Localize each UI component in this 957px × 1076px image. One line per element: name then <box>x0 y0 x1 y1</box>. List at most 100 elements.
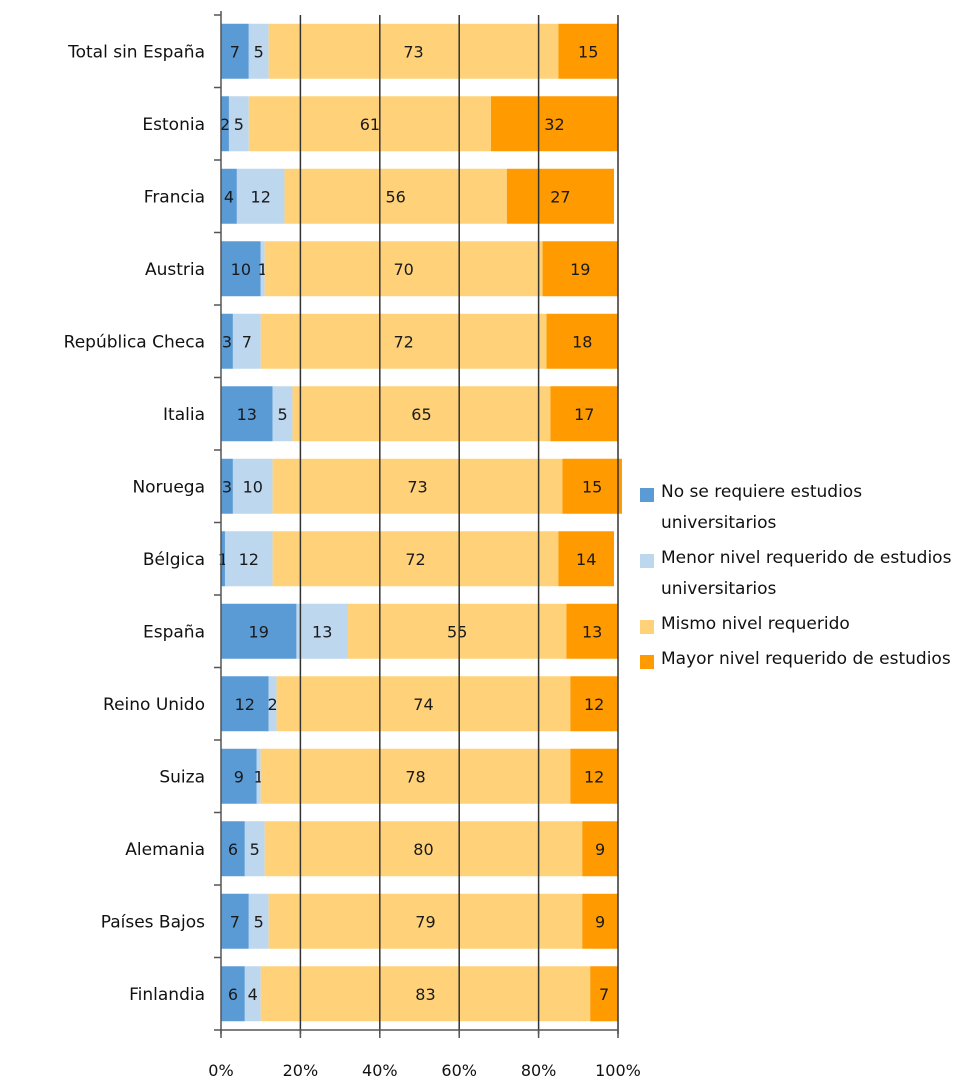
data-label: 5 <box>277 405 287 424</box>
bar-segment <box>260 966 591 1022</box>
data-label: 65 <box>411 405 431 424</box>
bar-segment <box>248 96 491 152</box>
data-label: 12 <box>584 767 604 786</box>
category-label: Reino Unido <box>103 695 205 715</box>
data-label: 15 <box>578 42 598 61</box>
data-label: 18 <box>572 332 592 351</box>
bar-segment <box>221 531 225 587</box>
bar-segment <box>232 458 273 514</box>
data-label: 32 <box>544 115 564 134</box>
bar-segment <box>221 603 297 659</box>
legend-swatch <box>640 620 654 634</box>
data-label: 7 <box>242 332 252 351</box>
category-label: Noruega <box>132 477 205 497</box>
data-label: 56 <box>386 187 406 206</box>
category-label: Italia <box>163 405 205 425</box>
data-label: 55 <box>447 622 467 641</box>
legend-label: Menor nivel requerido de estudios univer… <box>661 548 952 599</box>
category-label: España <box>143 622 205 642</box>
bar-segment <box>260 241 265 297</box>
bar-segment <box>490 96 618 152</box>
bar-segment <box>236 168 285 224</box>
data-label: 15 <box>582 477 602 496</box>
bar-segment <box>582 821 618 877</box>
bar-segment <box>276 676 571 732</box>
data-label: 14 <box>576 550 596 569</box>
data-label: 9 <box>595 840 605 859</box>
legend-label: No se requiere estudios universitarios <box>661 482 863 533</box>
bar-segment <box>562 458 622 514</box>
data-label: 5 <box>254 42 264 61</box>
category-label: Finlandia <box>129 985 205 1005</box>
data-label: 19 <box>249 622 269 641</box>
category-label: Francia <box>144 187 205 207</box>
bar-segment <box>221 893 249 949</box>
data-label: 73 <box>403 42 423 61</box>
data-label: 2 <box>268 695 278 714</box>
data-label: 73 <box>407 477 427 496</box>
data-label: 74 <box>413 695 433 714</box>
category-label: República Checa <box>64 332 205 352</box>
bar-segment <box>268 893 583 949</box>
legend-item: Mismo nivel requerido <box>640 614 957 640</box>
x-tick-label: 60% <box>441 1061 477 1076</box>
data-label: 10 <box>243 477 263 496</box>
data-label: 6 <box>228 840 238 859</box>
data-label: 10 <box>231 260 251 279</box>
data-label: 5 <box>254 912 264 931</box>
bar-segment <box>248 23 269 79</box>
bar-segment <box>272 386 293 442</box>
bar-segment <box>590 966 618 1022</box>
data-label: 1 <box>254 767 264 786</box>
bar-segment <box>221 676 269 732</box>
bar-segment <box>221 458 233 514</box>
bar-segment <box>221 23 249 79</box>
data-label: 7 <box>599 985 609 1004</box>
x-tick-label: 40% <box>362 1061 398 1076</box>
bar-segment <box>244 966 261 1022</box>
bar-segment <box>296 603 349 659</box>
data-label: 19 <box>570 260 590 279</box>
bar-segment <box>582 893 618 949</box>
bar-segment <box>221 168 237 224</box>
bar-segment <box>221 313 233 369</box>
data-label: 83 <box>415 985 435 1004</box>
data-label: 2 <box>220 115 230 134</box>
data-label: 12 <box>251 187 271 206</box>
data-label: 1 <box>218 550 228 569</box>
category-label: Total sin España <box>67 42 205 62</box>
bar-segment <box>244 821 265 877</box>
bar-segment <box>542 241 618 297</box>
bar-segment <box>268 23 559 79</box>
legend-swatch <box>640 655 654 669</box>
data-label: 3 <box>222 332 232 351</box>
bar-segment <box>566 603 618 659</box>
bar-segment <box>221 386 273 442</box>
category-label: Bélgica <box>143 550 205 570</box>
bar-segment <box>292 386 551 442</box>
bar-segment <box>264 821 583 877</box>
data-label: 5 <box>250 840 260 859</box>
x-tick-label: 80% <box>521 1061 557 1076</box>
bar-segment <box>228 96 249 152</box>
data-label: 72 <box>393 332 413 351</box>
data-label: 9 <box>595 912 605 931</box>
category-label: Países Bajos <box>101 912 205 932</box>
data-label: 13 <box>237 405 257 424</box>
data-label: 79 <box>415 912 435 931</box>
bar-segment <box>221 821 245 877</box>
bar-segment <box>570 676 618 732</box>
data-label: 5 <box>234 115 244 134</box>
data-label: 12 <box>235 695 255 714</box>
data-label: 3 <box>222 477 232 496</box>
data-label: 70 <box>393 260 413 279</box>
bar-segment <box>558 531 615 587</box>
bar-segment <box>248 893 269 949</box>
data-label: 12 <box>584 695 604 714</box>
data-label: 9 <box>234 767 244 786</box>
legend-swatch <box>640 554 654 568</box>
data-label: 61 <box>360 115 380 134</box>
data-label: 78 <box>405 767 425 786</box>
bar-segment <box>221 241 261 297</box>
data-label: 27 <box>550 187 570 206</box>
